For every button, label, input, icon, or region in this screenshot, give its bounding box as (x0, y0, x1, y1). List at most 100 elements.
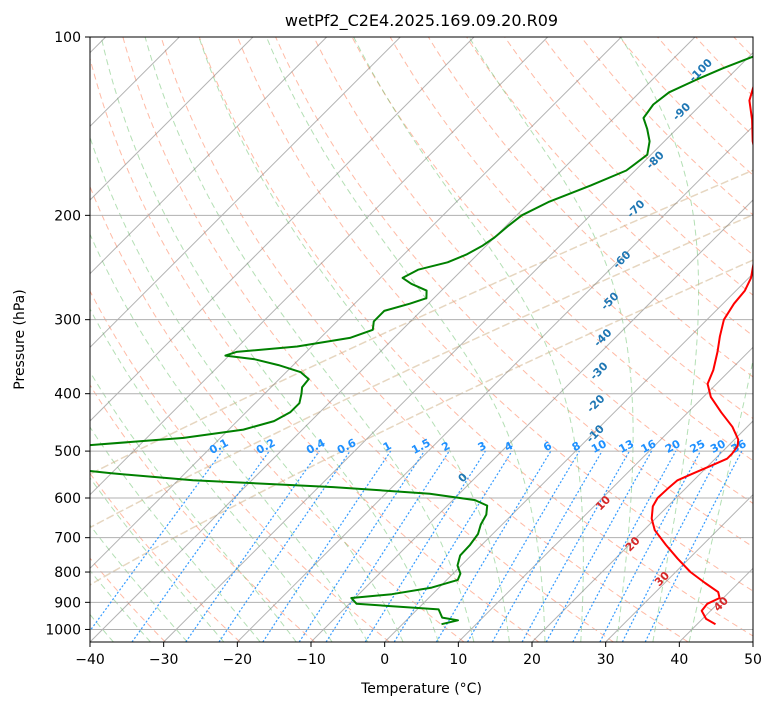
isotherm (90, 37, 696, 642)
moist-adiabat (688, 358, 753, 642)
mixing-ratio-label: 1 (381, 439, 394, 454)
mixing-ratio-label: 0.4 (304, 436, 328, 457)
wet-bulb-label: -50 (598, 289, 621, 312)
wet-bulb-label: -20 (584, 392, 607, 415)
x-tick-label: −20 (223, 652, 253, 668)
mixing-ratio-label: 30 (708, 437, 728, 456)
x-tick-label: 0 (380, 652, 389, 668)
isotherm (90, 37, 622, 570)
dry-adiabat (504, 37, 753, 296)
isotherm (90, 37, 475, 422)
moist-adiabat (90, 569, 151, 642)
dry-adiabat (90, 185, 465, 642)
moist-adiabat (90, 233, 369, 642)
mixing-ratio-line (393, 450, 513, 642)
mixing-ratio-line (435, 450, 552, 642)
mixing-ratio-line (298, 450, 425, 642)
isotherm (90, 37, 401, 349)
moist-adiabat (266, 37, 546, 642)
theta-e-label: 10 (593, 493, 613, 513)
temperature-profile (650, 84, 753, 626)
reference-curve (90, 259, 753, 586)
y-tick-label: 700 (54, 531, 81, 547)
y-tick-label: 900 (54, 595, 81, 611)
moist-adiabat (90, 426, 261, 642)
wet-bulb-label: -90 (670, 100, 693, 123)
mixing-ratio-label: 25 (688, 437, 708, 456)
dry-adiabat (580, 37, 753, 216)
theta-e-label: 40 (711, 594, 731, 614)
isotherm (310, 199, 753, 642)
x-tick-label: 40 (670, 652, 688, 668)
moist-adiabat (90, 370, 297, 642)
y-tick-label: 800 (54, 565, 81, 581)
theta-e-label: 20 (623, 534, 643, 554)
mixing-ratio-label: 1.5 (409, 436, 432, 457)
dry-adiabat (389, 37, 753, 420)
dry-adiabat (275, 37, 753, 548)
x-tick-label: 20 (523, 652, 541, 668)
dry-adiabat (618, 37, 753, 176)
dry-adiabat (198, 37, 753, 637)
dry-adiabat (90, 56, 540, 642)
mixing-ratio-line (218, 450, 351, 642)
isotherm (90, 37, 328, 275)
mixing-ratio-line (521, 450, 631, 642)
mixing-ratio-line (491, 450, 603, 642)
dry-adiabat (237, 37, 753, 592)
x-tick-label: 30 (597, 652, 615, 668)
isotherm (457, 346, 753, 642)
moist-adiabat (100, 37, 439, 642)
x-tick-label: 10 (449, 652, 467, 668)
mixing-ratio-label: 0.6 (335, 436, 359, 457)
isotherm (90, 37, 549, 496)
isotherm (236, 125, 753, 642)
y-tick-label: 1000 (45, 622, 81, 638)
isotherm (90, 37, 254, 201)
mixing-ratio-label: 13 (617, 437, 637, 456)
mixing-ratio-label: 10 (589, 437, 609, 456)
dry-adiabat (657, 37, 753, 137)
dry-adiabat (160, 37, 689, 642)
y-tick-label: 500 (54, 444, 81, 460)
dry-adiabat (466, 37, 753, 337)
wet-bulb-label: -30 (587, 359, 610, 382)
mixing-ratio-label: 6 (541, 439, 554, 454)
mixing-ratio-line (131, 450, 270, 642)
y-tick-label: 600 (54, 491, 81, 507)
mixing-ratio-label: 16 (639, 437, 659, 456)
isotherm (163, 51, 753, 642)
dry-adiabat (427, 37, 753, 378)
isotherm (384, 272, 753, 642)
wet-bulb-label: -40 (591, 326, 614, 349)
wet-bulb-label: -100 (686, 56, 715, 85)
isotherm (605, 493, 753, 642)
y-tick-label: 400 (54, 387, 81, 403)
mixing-ratio-line (90, 450, 223, 632)
dry-adiabat (122, 37, 614, 642)
mixing-ratio-line (572, 450, 677, 642)
isotherm (678, 567, 753, 642)
reference-curve (90, 213, 753, 529)
moist-adiabat (198, 37, 510, 642)
moist-adiabat (144, 37, 475, 642)
mixing-ratio-line (185, 450, 320, 642)
y-axis-label: Pressure (hPa) (12, 289, 28, 389)
chart-title: wetPf2_C2E4.2025.169.09.20.R09 (285, 11, 558, 31)
moist-adiabat (90, 476, 225, 642)
dry-adiabat (90, 290, 390, 642)
mixing-ratio-line (545, 450, 653, 642)
moist-adiabat (90, 135, 404, 642)
moist-adiabat (620, 37, 700, 642)
x-axis-label: Temperature (°C) (360, 681, 482, 697)
moist-adiabat (90, 524, 188, 642)
x-tick-label: −10 (296, 652, 326, 668)
x-tick-label: 50 (744, 652, 762, 668)
x-tick-label: −40 (75, 652, 105, 668)
isotherm (752, 641, 753, 642)
dry-adiabat (313, 37, 753, 504)
mixing-ratio-line (325, 450, 450, 642)
dry-adiabat (695, 37, 753, 97)
dry-adiabat (733, 37, 753, 58)
isotherm (531, 420, 753, 642)
